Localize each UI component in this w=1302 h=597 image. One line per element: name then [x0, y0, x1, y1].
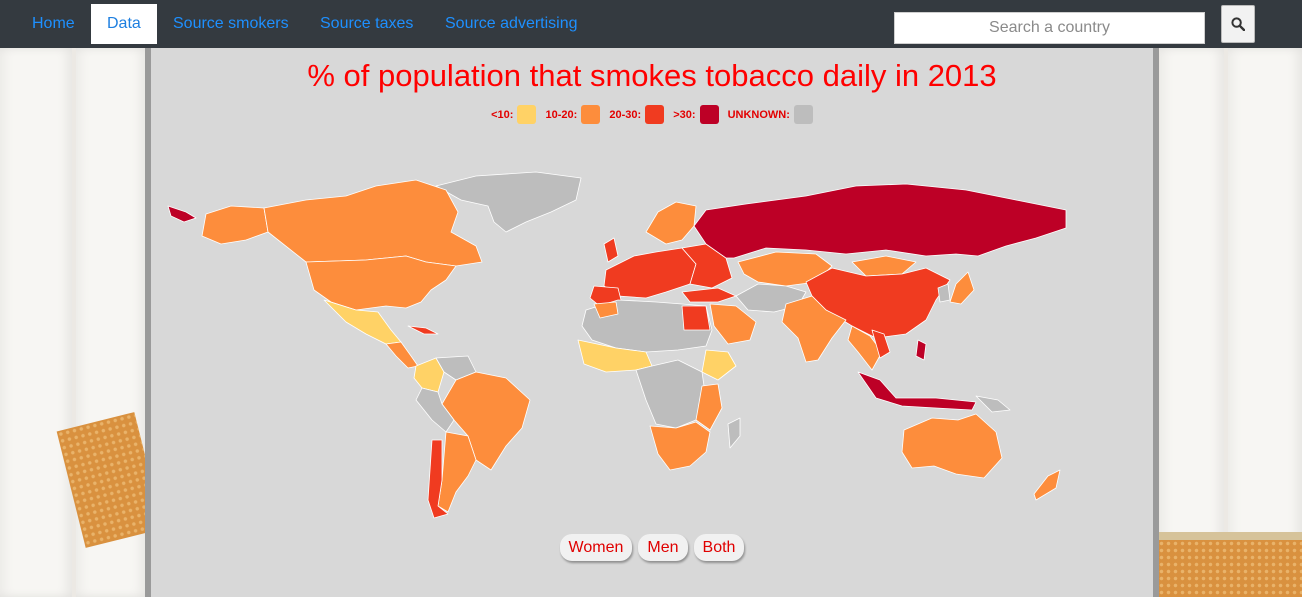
alaska-west[interactable] [167, 205, 197, 223]
argentina[interactable] [437, 431, 477, 513]
legend-swatch [645, 105, 665, 124]
legend-swatch [581, 105, 601, 124]
map-legend: <10: 10-20: 20-30: >30: UNKNOWN: [151, 105, 1153, 124]
both-button[interactable]: Both [693, 534, 745, 561]
papua[interactable] [975, 395, 1011, 413]
legend-item-10-20: 10-20: [545, 105, 601, 124]
scandinavia[interactable] [645, 201, 697, 245]
central-africa[interactable] [635, 359, 707, 429]
men-button[interactable]: Men [638, 534, 688, 561]
nav-source-taxes[interactable]: Source taxes [320, 15, 414, 32]
arabia[interactable] [709, 303, 757, 345]
ethiopia[interactable] [701, 349, 737, 381]
nav-home[interactable]: Home [32, 15, 75, 32]
central-america[interactable] [385, 341, 419, 369]
map-panel: % of population that smokes tobacco dail… [145, 48, 1159, 597]
morocco[interactable] [593, 301, 619, 319]
indonesia[interactable] [857, 371, 977, 411]
map-title: % of population that smokes tobacco dail… [307, 58, 997, 93]
legend-item-unknown: UNKNOWN: [728, 105, 813, 124]
southeast-asia[interactable] [847, 325, 883, 371]
search-button[interactable] [1221, 5, 1255, 43]
legend-item-20-30: 20-30: [609, 105, 665, 124]
legend-swatch [517, 105, 537, 124]
madagascar[interactable] [727, 417, 741, 449]
philippines[interactable] [915, 339, 927, 361]
new-zealand[interactable] [1033, 469, 1061, 501]
legend-item-over-30: >30: [673, 105, 719, 124]
world-map [167, 171, 1067, 519]
gender-toggle-group: Women Men Both [151, 534, 1153, 561]
turkey[interactable] [681, 287, 737, 303]
australia[interactable] [901, 413, 1003, 479]
women-button[interactable]: Women [559, 534, 633, 561]
cuba[interactable] [407, 325, 439, 335]
russia[interactable] [693, 183, 1067, 259]
nav-source-smokers[interactable]: Source smokers [173, 15, 289, 32]
korea[interactable] [937, 283, 951, 303]
nav-data[interactable]: Data [91, 4, 157, 44]
vietnam[interactable] [871, 329, 891, 359]
search-input[interactable] [894, 12, 1205, 44]
legend-swatch [699, 105, 719, 124]
peru[interactable] [415, 387, 455, 433]
egypt[interactable] [681, 305, 711, 331]
nav-source-advertising[interactable]: Source advertising [445, 15, 578, 32]
india[interactable] [781, 295, 847, 363]
legend-swatch [793, 105, 813, 124]
uk[interactable] [603, 237, 619, 263]
greenland[interactable] [435, 171, 582, 233]
chile[interactable] [427, 439, 449, 519]
east-africa[interactable] [695, 383, 723, 431]
navbar: Home Data Source smokers Source taxes So… [0, 0, 1302, 48]
japan[interactable] [949, 271, 975, 305]
search-icon [1231, 17, 1245, 31]
mongolia[interactable] [851, 255, 917, 277]
alaska[interactable] [201, 205, 269, 245]
legend-item-under-10: <10: [491, 105, 537, 124]
southern-africa[interactable] [649, 421, 711, 471]
